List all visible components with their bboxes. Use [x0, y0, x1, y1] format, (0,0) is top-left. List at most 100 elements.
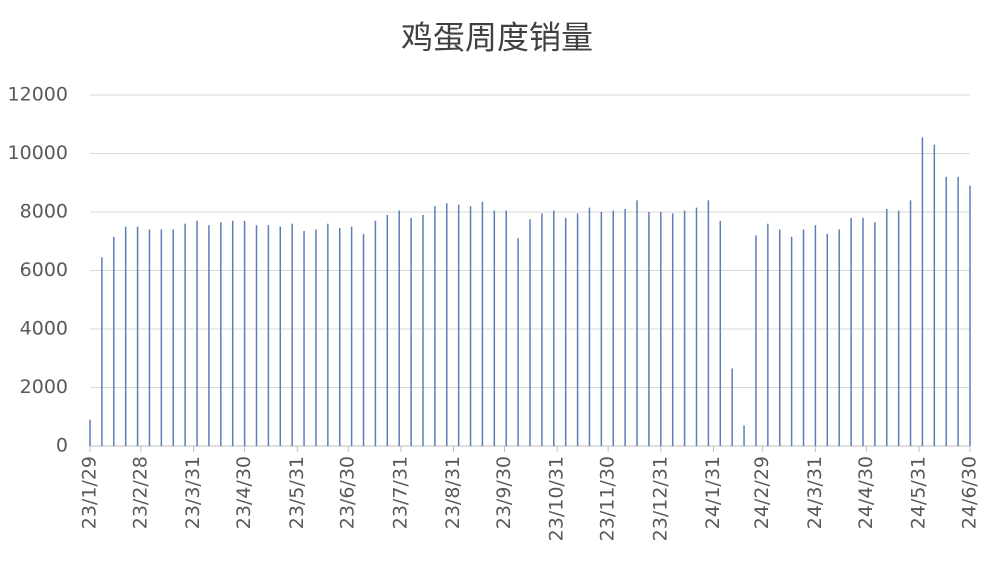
bar: [553, 210, 555, 446]
bar: [731, 368, 733, 446]
bar: [422, 214, 424, 446]
bar: [231, 220, 234, 446]
bar: [279, 226, 282, 446]
bar: [398, 210, 400, 446]
bar: [612, 210, 614, 446]
bar: [671, 213, 674, 446]
y-tick-label: 4000: [20, 318, 68, 340]
bar: [172, 229, 174, 446]
bar: [838, 229, 840, 446]
bar: [89, 419, 91, 446]
bar: [802, 229, 805, 446]
bar: [517, 238, 519, 446]
bar: [338, 228, 341, 446]
bar: [350, 226, 353, 446]
bar: [124, 226, 127, 446]
x-tick-label: 24/3/31: [804, 456, 826, 529]
bar: [695, 207, 698, 446]
bar: [933, 144, 936, 446]
bar: [624, 209, 626, 446]
bar: [660, 212, 662, 446]
bar: [303, 231, 305, 446]
x-tick-label: 23/3/31: [182, 456, 204, 529]
x-tick-label: 24/1/31: [702, 456, 724, 529]
y-tick-label: 6000: [20, 259, 68, 281]
bar: [743, 425, 745, 446]
bar: [493, 210, 496, 446]
bar: [148, 229, 151, 446]
bar: [648, 212, 650, 446]
bar: [874, 222, 876, 446]
x-tick-label: 23/4/30: [233, 456, 255, 529]
bar: [850, 217, 852, 446]
bar: [315, 229, 317, 446]
bar: [362, 233, 365, 446]
bar: [446, 203, 448, 446]
bar: [469, 206, 472, 446]
bar: [113, 236, 115, 446]
bar: [529, 219, 531, 446]
bar: [101, 257, 103, 446]
bar: [196, 220, 198, 446]
x-tick-label: 23/11/30: [597, 456, 619, 541]
x-tick-label: 24/4/30: [855, 456, 877, 529]
bar: [921, 137, 924, 446]
bar: [136, 226, 139, 446]
bar: [945, 176, 947, 446]
y-tick-label: 8000: [20, 201, 68, 223]
bar: [683, 210, 686, 446]
x-tick-label: 23/10/31: [546, 456, 568, 541]
x-tick-label: 23/7/31: [389, 456, 411, 529]
bar: [957, 176, 959, 446]
x-tick-label: 24/6/30: [959, 456, 981, 529]
bar: [909, 200, 912, 446]
y-tick-label: 2000: [20, 376, 68, 398]
y-tick-label: 10000: [8, 142, 68, 164]
chart-title: 鸡蛋周度销量: [401, 19, 593, 57]
bar: [719, 220, 722, 446]
bar: [778, 229, 781, 446]
x-tick-label: 23/6/30: [337, 456, 359, 529]
bar: [886, 209, 888, 446]
bar: [220, 222, 222, 446]
bar: [374, 220, 377, 446]
bar: [457, 204, 460, 446]
x-tick-label: 23/9/30: [493, 456, 515, 529]
bar: [208, 225, 210, 446]
bar: [814, 225, 817, 446]
x-tick-label: 23/1/29: [79, 456, 101, 529]
bar: [410, 217, 412, 446]
bar: [541, 213, 543, 446]
bar: [969, 185, 971, 447]
bar: [184, 223, 186, 446]
bar: [434, 206, 436, 446]
bar: [636, 200, 638, 446]
x-tick-label: 23/5/31: [286, 456, 308, 529]
x-tick-label: 23/2/28: [129, 456, 151, 529]
bar: [826, 233, 829, 446]
x-tick-label: 24/2/29: [751, 456, 773, 529]
bar: [160, 229, 163, 446]
bar: [576, 213, 579, 446]
bar: [386, 214, 389, 446]
x-tick-label: 24/5/31: [908, 456, 930, 529]
bar: [862, 217, 864, 446]
bar: [600, 212, 603, 446]
bar: [755, 235, 757, 446]
bar: [481, 201, 484, 446]
bar: [255, 225, 258, 446]
bar: [505, 210, 507, 446]
bar: [767, 223, 769, 446]
bar: [243, 220, 246, 446]
x-tick-label: 23/8/31: [442, 456, 464, 529]
y-tick-label: 0: [56, 435, 68, 457]
bar: [291, 223, 293, 446]
bar: [588, 207, 591, 446]
bar: [327, 223, 329, 446]
y-tick-label: 12000: [8, 84, 68, 106]
bar: [564, 217, 567, 446]
bar: [790, 236, 793, 446]
x-tick-label: 23/12/31: [649, 456, 671, 541]
bar: [707, 200, 710, 446]
bar: [267, 225, 270, 446]
